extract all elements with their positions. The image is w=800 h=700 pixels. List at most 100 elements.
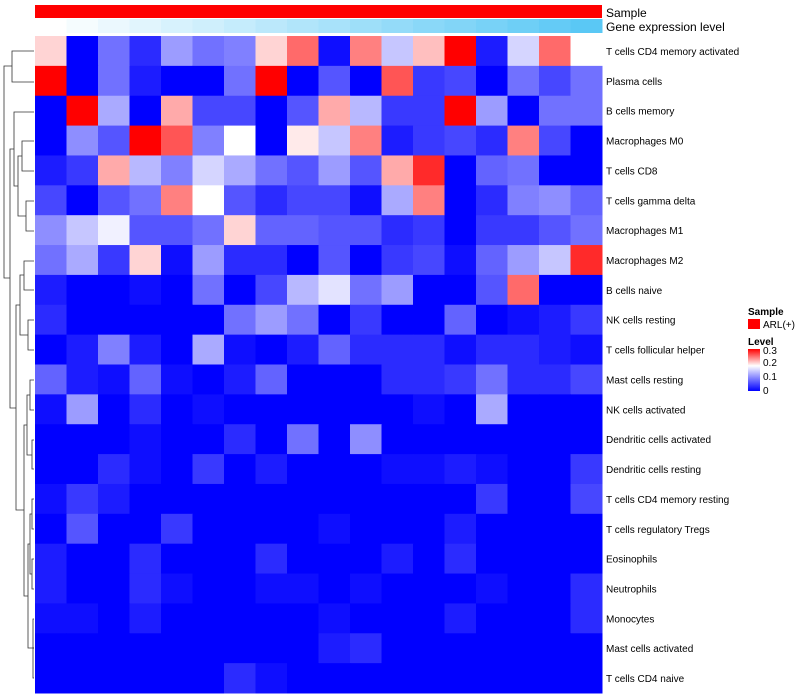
- heatmap-cell: [570, 185, 603, 216]
- heatmap-cell: [570, 543, 603, 575]
- row-label: Macrophages M1: [606, 226, 684, 237]
- heatmap-cell: [287, 424, 319, 455]
- legend-sample-title: Sample: [748, 307, 784, 318]
- expression-track-cell: [539, 19, 571, 33]
- heatmap-cell: [318, 573, 351, 604]
- heatmap-cell: [507, 245, 540, 276]
- heatmap-cell: [570, 125, 603, 156]
- heatmap-cell: [66, 573, 99, 604]
- heatmap-cell: [570, 513, 603, 545]
- heatmap-cell: [161, 633, 193, 664]
- heatmap-cell: [539, 125, 571, 156]
- heatmap-cell: [161, 513, 193, 545]
- heatmap-cell: [318, 424, 351, 455]
- heatmap-cell: [507, 65, 540, 97]
- heatmap-cell: [413, 663, 445, 694]
- row-label: T cells CD4 naive: [606, 674, 685, 685]
- expression-track-cell: [318, 19, 351, 33]
- heatmap-cell: [161, 543, 193, 575]
- row-label: Mast cells activated: [606, 644, 693, 655]
- heatmap-cell: [350, 125, 382, 156]
- heatmap-cell: [66, 364, 99, 395]
- heatmap-cell: [507, 274, 540, 306]
- heatmap-cell: [476, 424, 508, 455]
- heatmap-cell: [66, 394, 99, 425]
- heatmap-cell: [287, 364, 319, 395]
- heatmap-cell: [192, 483, 225, 515]
- heatmap-cell: [476, 334, 508, 365]
- heatmap-cell: [287, 304, 319, 336]
- heatmap-cell: [192, 663, 225, 694]
- heatmap-cell: [539, 334, 571, 365]
- heatmap-cell: [98, 274, 130, 306]
- heatmap-cell: [318, 185, 351, 216]
- legend-level-tick: 0.2: [763, 358, 777, 369]
- heatmap-cell: [350, 304, 382, 336]
- heatmap-cell: [66, 304, 99, 336]
- heatmap-cell: [318, 394, 351, 425]
- heatmap-cell: [66, 633, 99, 664]
- heatmap-cell: [381, 513, 414, 545]
- heatmap-cell: [224, 245, 256, 276]
- heatmap-cell: [161, 155, 193, 186]
- heatmap-cell: [287, 603, 319, 634]
- heatmap-cell: [287, 215, 319, 246]
- heatmap-cell: [66, 454, 99, 485]
- row-label: Dendritic cells activated: [606, 435, 711, 446]
- heatmap-cell: [35, 633, 67, 664]
- heatmap-cell: [350, 603, 382, 634]
- heatmap-cell: [161, 663, 193, 694]
- heatmap-cell: [192, 543, 225, 575]
- heatmap-cell: [287, 334, 319, 365]
- heatmap-cell: [192, 633, 225, 664]
- heatmap-cell: [444, 513, 477, 545]
- row-label: T cells gamma delta: [606, 196, 696, 207]
- heatmap-cell: [255, 245, 288, 276]
- heatmap-cell: [129, 573, 162, 604]
- heatmap-cell: [66, 274, 99, 306]
- heatmap-cell: [35, 603, 67, 634]
- heatmap-cell: [476, 185, 508, 216]
- row-labels: T cells CD4 memory activated Plasma cells…: [606, 47, 739, 685]
- heatmap-cell: [539, 454, 571, 485]
- heatmap-cell: [570, 304, 603, 336]
- heatmap-cell: [287, 633, 319, 664]
- heatmap-cell: [287, 95, 319, 127]
- heatmap-cell: [413, 573, 445, 604]
- legend-level-tick: 0: [763, 386, 769, 397]
- heatmap-cell: [413, 274, 445, 306]
- heatmap-cell: [539, 394, 571, 425]
- heatmap-cell: [413, 215, 445, 246]
- heatmap-cell: [476, 483, 508, 515]
- heatmap-cell: [287, 543, 319, 575]
- heatmap-cell: [350, 185, 382, 216]
- expression-track-cell: [161, 19, 193, 33]
- heatmap-cell: [476, 454, 508, 485]
- heatmap-cell: [98, 394, 130, 425]
- heatmap-cell: [35, 95, 67, 127]
- heatmap-cell: [381, 663, 414, 694]
- heatmap-cell: [444, 364, 477, 395]
- heatmap-cell: [35, 304, 67, 336]
- heatmap-cell: [35, 274, 67, 306]
- heatmap-cell: [224, 65, 256, 97]
- heatmap-cell: [35, 513, 67, 545]
- heatmap-cell: [255, 274, 288, 306]
- heatmap-cell: [476, 394, 508, 425]
- row-label: Neutrophils: [606, 584, 657, 595]
- heatmap-cell: [161, 274, 193, 306]
- heatmap-cell: [539, 36, 571, 67]
- expression-track-cell: [98, 19, 130, 33]
- heatmap-cell: [287, 125, 319, 156]
- heatmap-cell: [539, 65, 571, 97]
- heatmap-cell: [224, 334, 256, 365]
- heatmap-cell: [98, 155, 130, 186]
- heatmap-cell: [413, 543, 445, 575]
- heatmap-cell: [35, 573, 67, 604]
- heatmap-cell: [350, 663, 382, 694]
- expression-track-cell: [507, 19, 540, 33]
- heatmap-cell: [444, 603, 477, 634]
- heatmap-cell: [350, 513, 382, 545]
- heatmap-cell: [161, 394, 193, 425]
